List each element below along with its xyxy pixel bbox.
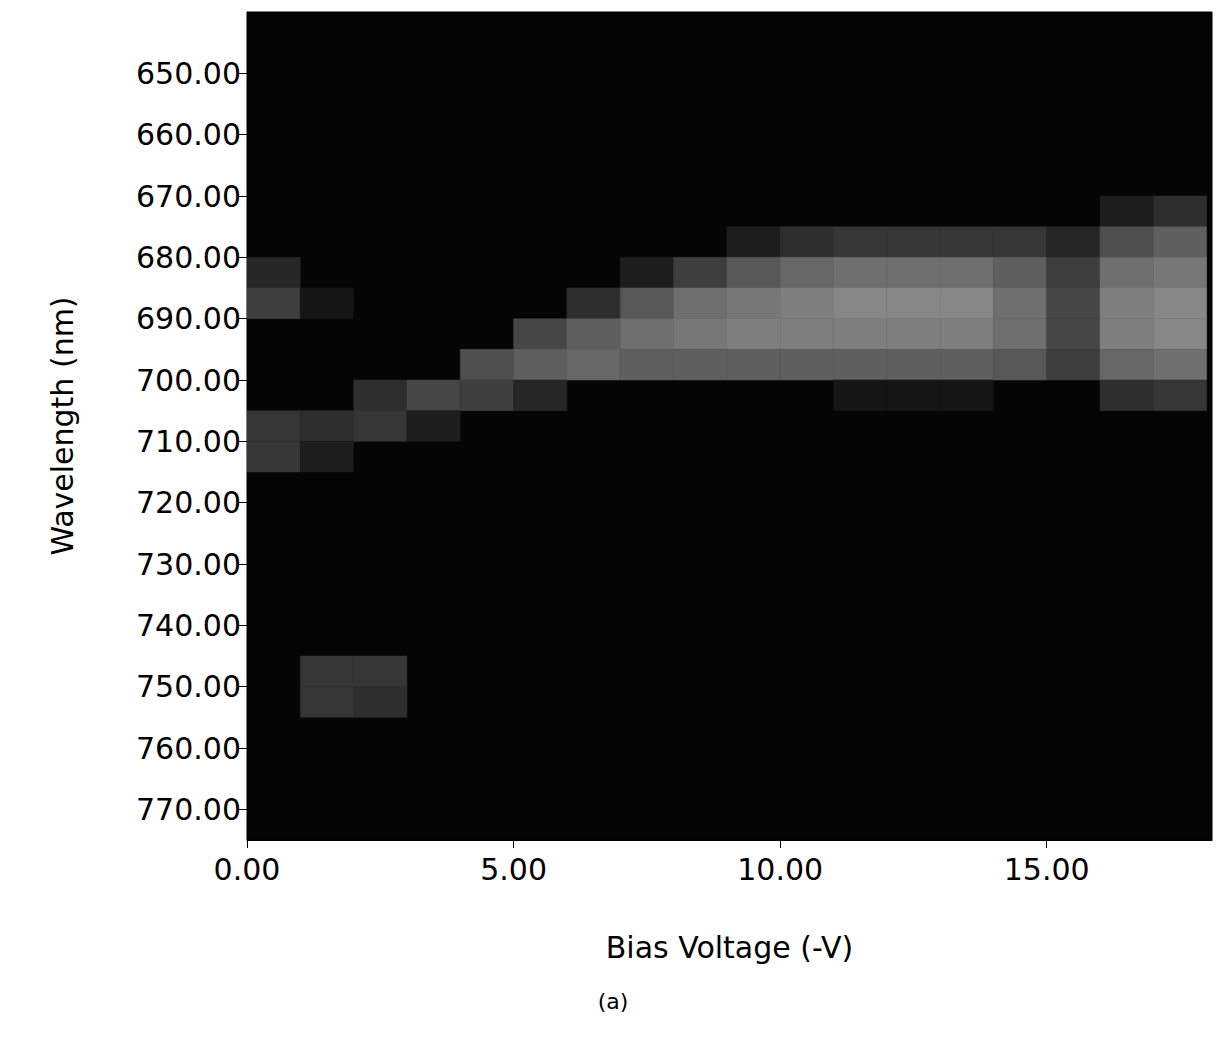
svg-text:750.00: 750.00 — [136, 669, 241, 704]
svg-text:670.00: 670.00 — [136, 179, 241, 214]
svg-text:710.00: 710.00 — [136, 424, 241, 459]
svg-text:760.00: 760.00 — [136, 731, 241, 766]
svg-text:0.00: 0.00 — [214, 852, 281, 887]
svg-text:650.00: 650.00 — [136, 56, 241, 91]
svg-text:5.00: 5.00 — [480, 852, 547, 887]
svg-text:730.00: 730.00 — [136, 547, 241, 582]
svg-text:(a): (a) — [598, 989, 629, 1014]
svg-text:10.00: 10.00 — [737, 852, 823, 887]
svg-text:770.00: 770.00 — [136, 792, 241, 827]
svg-text:Bias Voltage (-V): Bias Voltage (-V) — [606, 930, 854, 965]
svg-text:700.00: 700.00 — [136, 363, 241, 398]
svg-text:720.00: 720.00 — [136, 485, 241, 520]
svg-text:Wavelength (nm): Wavelength (nm) — [45, 296, 80, 555]
svg-text:660.00: 660.00 — [136, 117, 241, 152]
svg-text:15.00: 15.00 — [1004, 852, 1090, 887]
svg-text:680.00: 680.00 — [136, 240, 241, 275]
svg-text:690.00: 690.00 — [136, 301, 241, 336]
svg-text:740.00: 740.00 — [136, 608, 241, 643]
